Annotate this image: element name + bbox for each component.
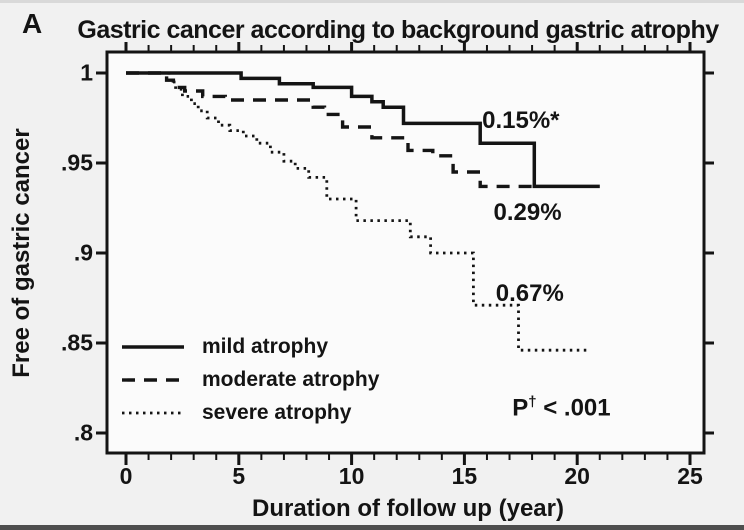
y-axis-title: Free of gastric cancer xyxy=(8,128,35,378)
x-tick-label-15: 15 xyxy=(451,463,478,489)
p-value-annotation: P† < .001 xyxy=(512,393,611,422)
bottom-edge-strip xyxy=(0,525,744,530)
top-edge-strip xyxy=(0,0,744,3)
x-tick-label-20: 20 xyxy=(564,463,590,489)
x-tick-label-0: 0 xyxy=(119,463,133,489)
survival-curve-mild-atrophy xyxy=(126,71,600,189)
x-tick-label-5: 5 xyxy=(232,463,246,489)
x-tick-label-10: 10 xyxy=(338,463,365,489)
y-tick-label-.85: .85 xyxy=(61,329,93,356)
y-tick-label-.95: .95 xyxy=(61,149,93,176)
dagger-superscript: † xyxy=(528,393,537,411)
survival-curve-moderate-atrophy xyxy=(126,71,533,189)
y-tick-label-1: 1 xyxy=(80,59,93,86)
y-tick-label-.8: .8 xyxy=(73,419,93,446)
legend-label: severe atrophy xyxy=(202,400,352,424)
legend-label: moderate atrophy xyxy=(202,367,380,391)
legend-line-sample-dotted xyxy=(122,411,184,414)
panel-label: A xyxy=(22,8,43,39)
legend-item-severe-atrophy: severe atrophy xyxy=(120,396,379,429)
x-axis-title: Duration of follow up (year) xyxy=(252,495,564,522)
legend-line-sample-dashed xyxy=(122,377,184,382)
incidence-annotation: 0.15%* xyxy=(482,107,560,135)
legend-line-sample-solid xyxy=(122,344,184,349)
legend: mild atrophy moderate atrophy severe atr… xyxy=(120,330,379,429)
chart-title: Gastric cancer according to background g… xyxy=(77,16,719,44)
y-tick-label-.9: .9 xyxy=(73,239,93,266)
legend-label: mild atrophy xyxy=(202,334,329,358)
incidence-annotation: 0.29% xyxy=(493,198,562,226)
legend-item-moderate-atrophy: moderate atrophy xyxy=(120,363,379,396)
incidence-annotation: 0.67% xyxy=(495,280,564,308)
legend-item-mild-atrophy: mild atrophy xyxy=(120,330,379,363)
x-tick-label-25: 25 xyxy=(677,463,703,489)
